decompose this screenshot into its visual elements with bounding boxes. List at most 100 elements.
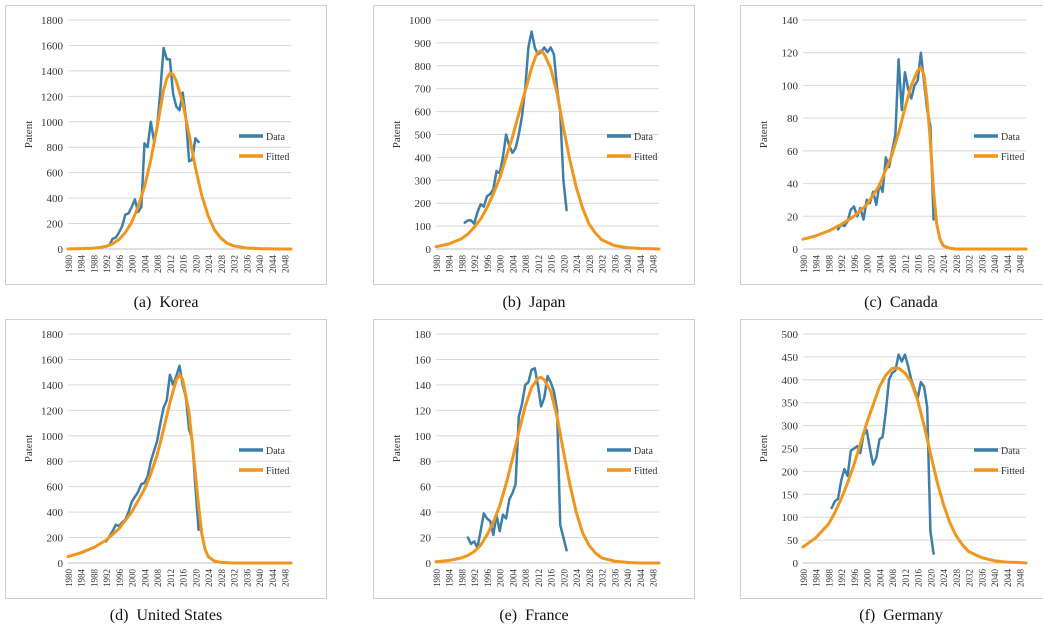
caption-c-label: (c) [864,294,882,311]
x-tick-label: 2032 [230,569,240,587]
chart-panel-f: 0 50 100 150 200 250 300 350 400 450 500 1980 1984 19… [740,319,1043,599]
series-line-data [830,353,935,556]
y-axis-label: Patent [23,121,35,149]
y-tick-label: 400 [415,152,432,164]
x-tick-label: 1984 [812,255,822,274]
y-tick-label: 60 [787,146,799,158]
y-tick-label: 800 [47,456,64,468]
caption-f-name: Germany [883,607,943,624]
x-tick-label: 2004 [140,255,150,274]
x-tick-label: 1992 [837,255,847,273]
x-tick-label: 2024 [572,255,582,274]
caption-d: (d) United States [5,607,327,625]
legend-label-fitted: Fitted [1001,152,1024,163]
x-tick-label: 2044 [1003,255,1013,274]
x-tick-label: 2016 [547,255,557,274]
x-tick-label: 1992 [102,569,112,587]
y-tick-label: 20 [420,533,432,545]
x-tick-label: 1984 [77,255,87,274]
y-axis-label: Patent [758,435,770,463]
y-tick-label: 1200 [41,405,64,417]
x-tick-label: 2016 [547,569,557,588]
x-tick-label: 2028 [585,569,595,588]
y-tick-label: 1600 [41,40,64,52]
caption-b: (b) Japan [373,294,695,312]
x-tick-label: 2036 [977,255,987,274]
x-tick-label: 2008 [521,255,531,274]
y-tick-label: 0 [58,558,64,570]
series-line-data [466,367,568,552]
x-tick-label: 2040 [990,569,1000,588]
x-tick-label: 1996 [483,255,493,274]
x-tick-label: 1996 [850,569,860,588]
caption-a-label: (a) [133,294,152,311]
series-line-fitted [66,71,293,251]
x-tick-label: 1980 [64,569,74,588]
chart-panel-a: 0 200 400 600 800 1000 1200 1400 1600 1800 1980 198… [5,5,327,285]
x-tick-label: 1984 [812,569,822,588]
series-line-fitted [66,373,293,565]
y-tick-label: 150 [782,489,799,501]
x-tick-label: 2032 [598,255,608,273]
legend-label-fitted: Fitted [1001,466,1024,477]
x-tick-label: 2020 [191,569,201,588]
y-axis-label: Patent [23,435,35,463]
x-tick-label: 2024 [939,569,949,588]
legend-label-data: Data [1001,446,1020,457]
x-tick-label: 2036 [242,569,252,588]
y-tick-label: 450 [782,352,799,364]
y-tick-label: 40 [787,179,799,191]
caption-d-label: (d) [109,607,129,624]
x-tick-label: 2040 [623,569,633,588]
x-tick-label: 1984 [445,255,455,274]
x-tick-label: 2016 [179,569,189,588]
x-tick-label: 1980 [64,255,74,274]
x-tick-label: 2020 [559,255,569,274]
y-tick-label: 200 [415,198,432,210]
x-tick-label: 1988 [457,255,467,274]
y-tick-label: 20 [787,211,799,223]
series-line-fitted [434,49,661,251]
x-tick-label: 2000 [128,255,138,274]
x-tick-label: 2028 [585,255,595,274]
x-tick-label: 2048 [649,569,659,588]
y-tick-label: 140 [782,15,799,27]
x-tick-label: 2000 [128,569,138,588]
x-tick-label: 2012 [901,255,911,273]
x-tick-label: 2024 [204,569,214,588]
y-tick-label: 140 [415,380,432,392]
x-tick-label: 2004 [875,569,885,588]
y-tick-label: 200 [782,466,799,478]
x-tick-label: 2000 [863,255,873,274]
chart-panel-d: 0 200 400 600 800 1000 1200 1400 1600 1800 1980 198… [5,319,327,599]
x-tick-label: 2048 [281,255,291,274]
y-tick-label: 100 [415,221,432,233]
y-tick-label: 400 [782,375,799,387]
x-tick-label: 2044 [268,255,278,274]
x-tick-label: 1980 [799,255,809,274]
x-tick-label: 1988 [89,569,99,588]
x-tick-label: 2008 [153,255,163,274]
x-tick-label: 1992 [102,255,112,273]
x-tick-label: 1992 [470,569,480,587]
y-tick-label: 1000 [41,431,64,443]
x-tick-label: 2040 [990,255,1000,274]
caption-b-label: (b) [502,294,522,311]
series-line-fitted [434,375,661,565]
y-tick-label: 400 [47,507,64,519]
legend-label-data: Data [634,446,653,457]
x-tick-label: 1988 [824,569,834,588]
x-tick-label: 2012 [534,569,544,587]
y-axis-label: Patent [758,121,770,149]
x-tick-label: 1996 [115,255,125,274]
x-tick-label: 2016 [914,569,924,588]
x-tick-label: 1992 [837,569,847,587]
y-tick-label: 600 [415,107,432,119]
x-tick-label: 2012 [166,255,176,273]
x-tick-label: 2024 [204,255,214,274]
y-tick-label: 1800 [41,15,64,27]
x-tick-label: 2020 [926,255,936,274]
